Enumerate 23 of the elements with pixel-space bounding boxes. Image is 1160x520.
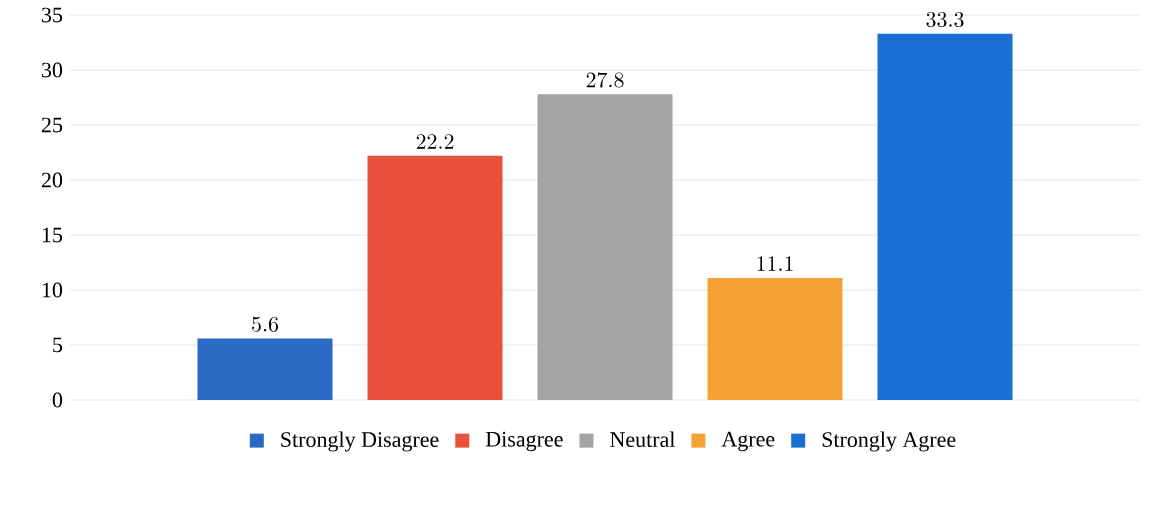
data-label: 22.2 [416,134,454,149]
bar [197,338,333,400]
y-tick-label: 35 [42,7,63,23]
y-tick-label: 20 [41,172,63,188]
y-tick-label: 0 [52,392,63,408]
legend-label: Neutral [610,431,675,447]
bar [367,155,503,400]
data-label: 27.8 [586,72,624,88]
data-label: 5.6 [252,316,279,332]
y-tick-label: 10 [42,282,63,298]
y-tick-label: 5 [53,337,63,353]
legend-label: Agree [721,431,775,452]
data-label: 11 . 1 [757,256,793,271]
y-tick-label: 15 [42,227,63,243]
legend-label: Strongly Agree [822,431,956,452]
bar [877,33,1013,400]
data-label: 33.3 [926,12,964,28]
y-tick-label: 30 [42,62,63,78]
bar [707,277,843,400]
legend-label: Strongly Disagree [281,431,439,452]
legend-label: Disagree [485,431,563,452]
y-tick-label: 25 [41,117,63,133]
bar [537,94,673,400]
